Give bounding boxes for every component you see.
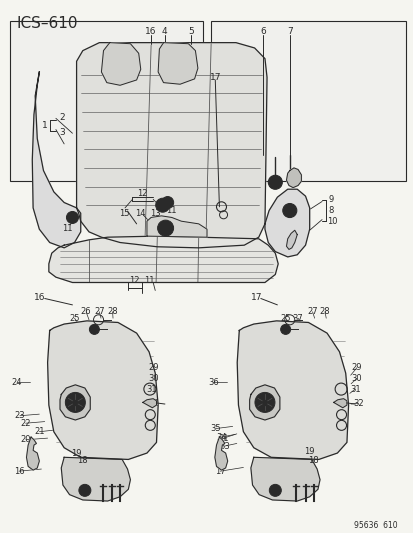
Polygon shape <box>264 189 309 257</box>
Text: 25: 25 <box>280 314 290 322</box>
Text: 8: 8 <box>328 206 333 215</box>
Text: 16: 16 <box>33 293 45 302</box>
Circle shape <box>79 484 90 496</box>
Text: 18: 18 <box>76 456 87 465</box>
Circle shape <box>66 212 78 223</box>
Text: 24: 24 <box>11 378 22 386</box>
Text: 32: 32 <box>148 399 159 408</box>
Polygon shape <box>76 43 266 248</box>
Text: 30: 30 <box>147 374 158 383</box>
Circle shape <box>157 220 173 236</box>
Polygon shape <box>142 399 156 408</box>
Text: 23: 23 <box>14 411 25 420</box>
Text: 25: 25 <box>69 314 80 322</box>
Text: 19: 19 <box>71 449 82 457</box>
Text: 22: 22 <box>20 419 31 427</box>
Text: 17: 17 <box>209 73 221 82</box>
Text: 16: 16 <box>14 467 24 475</box>
Text: 3: 3 <box>59 128 65 136</box>
Text: 30: 30 <box>351 374 361 383</box>
Circle shape <box>65 392 85 413</box>
Text: 20: 20 <box>21 435 31 444</box>
Circle shape <box>286 207 292 214</box>
Circle shape <box>161 197 173 208</box>
Text: 32: 32 <box>352 399 363 408</box>
Polygon shape <box>249 385 279 420</box>
Polygon shape <box>60 385 90 420</box>
Polygon shape <box>250 457 319 501</box>
Polygon shape <box>158 43 197 84</box>
Text: 21: 21 <box>218 434 228 442</box>
Circle shape <box>254 392 274 413</box>
Text: 11: 11 <box>62 224 72 232</box>
Polygon shape <box>101 43 140 85</box>
Text: 15: 15 <box>119 209 129 217</box>
Polygon shape <box>286 168 301 188</box>
Text: 1: 1 <box>42 121 47 130</box>
Text: 27: 27 <box>94 308 104 316</box>
Text: 11: 11 <box>166 206 177 215</box>
Circle shape <box>272 179 278 185</box>
Polygon shape <box>61 457 130 501</box>
Text: 19: 19 <box>304 448 314 456</box>
Text: 12: 12 <box>137 189 148 198</box>
Circle shape <box>268 175 282 189</box>
Text: 31: 31 <box>349 385 360 393</box>
Circle shape <box>280 325 290 334</box>
Bar <box>211 21 405 181</box>
Polygon shape <box>214 437 227 470</box>
Circle shape <box>89 325 99 334</box>
Text: 35: 35 <box>210 424 221 433</box>
Text: 34: 34 <box>216 433 226 441</box>
Polygon shape <box>286 230 297 249</box>
Text: 12: 12 <box>129 277 140 285</box>
Text: 5: 5 <box>188 28 194 36</box>
Text: 13: 13 <box>150 209 160 217</box>
Text: 10: 10 <box>326 217 337 225</box>
Text: 18: 18 <box>308 456 318 465</box>
Bar <box>10 21 202 181</box>
Polygon shape <box>147 216 206 237</box>
Text: 6: 6 <box>259 28 265 36</box>
Text: 26: 26 <box>81 308 91 316</box>
Polygon shape <box>26 437 39 470</box>
Polygon shape <box>333 399 346 408</box>
Polygon shape <box>237 321 348 459</box>
Circle shape <box>259 398 269 407</box>
Text: 27: 27 <box>306 308 317 316</box>
Polygon shape <box>47 321 158 459</box>
Text: 7: 7 <box>286 28 292 36</box>
Circle shape <box>70 398 80 407</box>
Text: 36: 36 <box>207 378 218 386</box>
Text: 9: 9 <box>328 196 333 204</box>
Text: 17: 17 <box>250 293 262 302</box>
Text: 28: 28 <box>319 308 330 316</box>
Text: 29: 29 <box>351 364 361 372</box>
Text: 31: 31 <box>145 385 156 393</box>
Polygon shape <box>32 72 81 248</box>
Text: 17: 17 <box>214 467 225 475</box>
Polygon shape <box>49 236 278 282</box>
Circle shape <box>159 202 165 208</box>
Text: 4: 4 <box>161 28 167 36</box>
Text: 29: 29 <box>147 364 158 372</box>
Text: 2: 2 <box>59 113 65 122</box>
Text: 11: 11 <box>143 277 154 285</box>
Text: 21: 21 <box>34 427 45 436</box>
Circle shape <box>70 215 75 220</box>
Circle shape <box>155 198 169 212</box>
Text: 37: 37 <box>292 314 303 322</box>
Text: 16: 16 <box>145 28 157 36</box>
Text: 95636  610: 95636 610 <box>353 521 396 530</box>
Text: 28: 28 <box>107 308 118 316</box>
Text: 14: 14 <box>135 209 146 217</box>
Circle shape <box>282 204 296 217</box>
Text: ICS–610: ICS–610 <box>17 16 78 31</box>
Circle shape <box>161 224 169 232</box>
Text: 33: 33 <box>218 442 229 450</box>
Circle shape <box>269 484 280 496</box>
